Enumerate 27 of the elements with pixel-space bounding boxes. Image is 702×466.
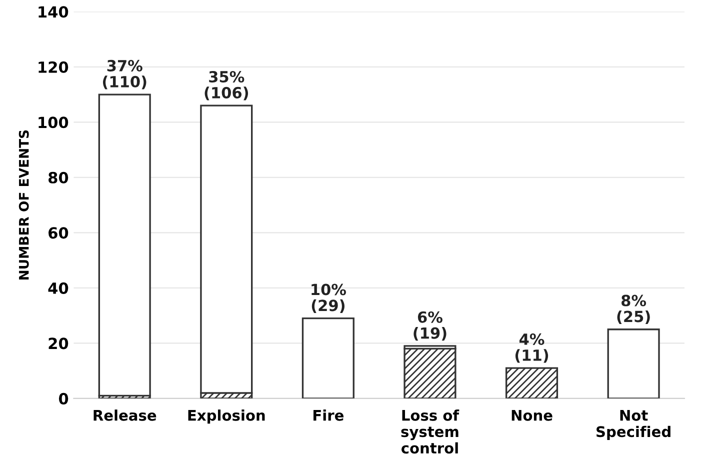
total-label: 4% (11) [515, 333, 548, 363]
total-label: 37% (110) [102, 60, 146, 90]
x-tick-label: None [512, 410, 552, 421]
y-tick-label: 20 [48, 338, 68, 350]
x-tick-label: Not Specified [596, 410, 670, 440]
total-label: 10% (29) [312, 284, 346, 314]
y-axis-title: NUMBER OF EVENTS [18, 130, 29, 280]
x-tick-label: Release [94, 410, 156, 421]
bar [98, 94, 151, 396]
x-tick-label: Explosion [188, 410, 265, 424]
total-label: 8% (25) [617, 294, 650, 324]
bar [200, 104, 253, 394]
y-tick-label: 120 [38, 61, 68, 73]
total-label: 35% (106) [204, 70, 248, 100]
bar [404, 348, 456, 398]
y-tick-label: 40 [48, 282, 68, 294]
x-tick-label: Loss of system control [401, 410, 460, 454]
bar [302, 317, 354, 398]
bar [607, 328, 660, 398]
bar [505, 367, 558, 398]
y-tick-label: 140 [38, 6, 68, 18]
total-label: 6% (19) [414, 311, 446, 341]
y-tick-label: 0 [58, 392, 68, 404]
y-tick-label: 80 [48, 172, 68, 184]
x-tick-label: Fire [314, 410, 344, 421]
y-tick-label: 100 [38, 116, 68, 128]
y-tick-label: 60 [48, 227, 68, 239]
